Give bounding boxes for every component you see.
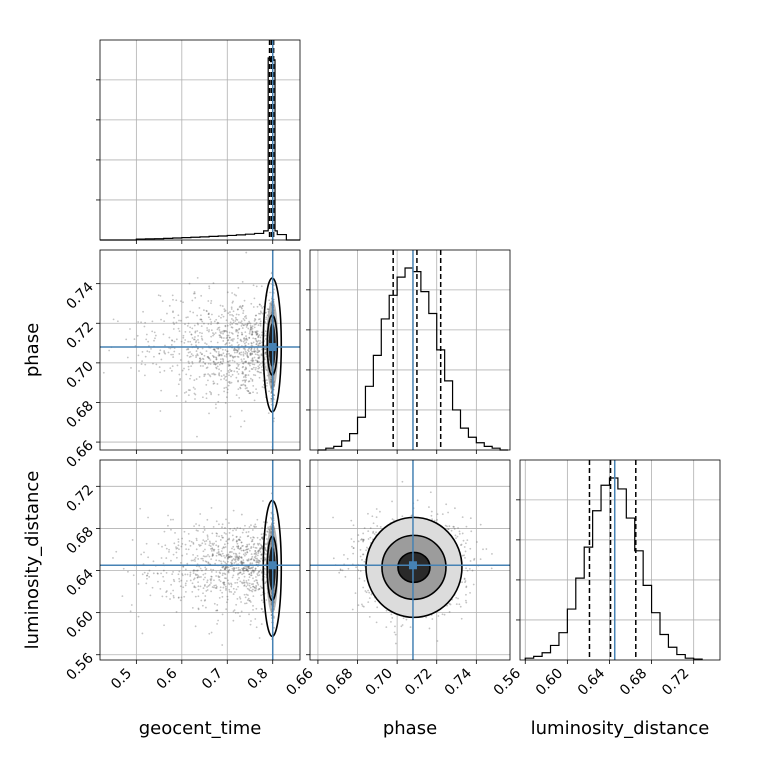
x-tick-label: 0.5 xyxy=(108,666,135,693)
contour-line xyxy=(381,534,447,601)
hist-luminosity-distance-step xyxy=(524,477,703,660)
x-tick-label: 0.70 xyxy=(363,666,396,699)
x-tick-label: 0.68 xyxy=(323,666,356,699)
panel-luminosity-distance-vs-geocent-time-frame xyxy=(99,459,301,661)
y-tick-label: 0.56 xyxy=(63,650,96,683)
y-tick-label: 0.72 xyxy=(63,482,96,515)
contour-line xyxy=(365,516,463,619)
x-tick-label: 0.72 xyxy=(402,666,435,699)
xlabel-phase: phase xyxy=(383,718,437,739)
hist-phase-frame xyxy=(309,249,511,451)
grid xyxy=(520,460,720,660)
grid xyxy=(310,250,510,450)
y-tick-label: 0.68 xyxy=(63,524,96,557)
panel-luminosity-distance-vs-geocent-time-scatter xyxy=(100,460,300,660)
xlabel-geocent-time: geocent_time xyxy=(139,718,262,739)
xlabel-luminosity-distance: luminosity_distance xyxy=(531,718,710,739)
injected-marker xyxy=(268,343,277,352)
y-tick-label: 0.68 xyxy=(63,398,96,431)
injected-marker xyxy=(408,561,417,570)
x-tick-label: 0.72 xyxy=(659,666,692,699)
y-tick-label: 0.60 xyxy=(63,608,96,641)
x-tick-label: 0.7 xyxy=(199,666,226,693)
ylabel-luminosity-distance: luminosity_distance xyxy=(22,471,43,650)
ylabel-phase: phase xyxy=(22,323,43,377)
x-tick-label: 0.68 xyxy=(617,666,650,699)
contour-line xyxy=(397,551,431,584)
y-tick-label: 0.64 xyxy=(63,566,96,599)
y-tick-label: 0.66 xyxy=(63,438,96,471)
panel-phase-vs-geocent-time-frame xyxy=(99,249,301,451)
hist-luminosity-distance-frame xyxy=(519,459,721,661)
injected-marker xyxy=(268,561,277,570)
x-tick-label: 0.8 xyxy=(244,666,271,693)
panel-phase-vs-geocent-time-scatter xyxy=(100,250,300,450)
x-tick-label: 0.66 xyxy=(283,665,316,698)
x-tick-label: 0.6 xyxy=(154,665,181,692)
x-tick-label: 0.74 xyxy=(442,665,475,698)
x-tick-label: 0.64 xyxy=(575,665,608,698)
y-tick-label: 0.72 xyxy=(63,319,96,352)
y-tick-label: 0.70 xyxy=(63,358,96,391)
hist-geocent-time-frame xyxy=(99,39,301,241)
panel-luminosity-distance-vs-phase-frame xyxy=(309,459,511,661)
y-tick-label: 0.74 xyxy=(63,279,96,312)
panel-luminosity-distance-vs-phase-scatter xyxy=(310,460,510,660)
x-tick-label: 0.56 xyxy=(491,665,524,698)
x-tick-label: 0.60 xyxy=(533,666,566,699)
